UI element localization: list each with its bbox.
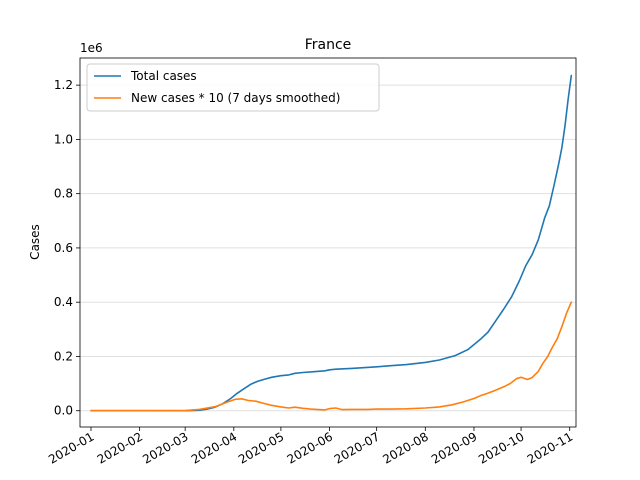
x-tick-label: 2020-05 — [236, 429, 286, 466]
y-tick-label: 1.0 — [54, 132, 73, 146]
gridlines — [80, 84, 576, 412]
series-line-new-cases — [90, 301, 573, 412]
y-tick-label: 0.0 — [54, 404, 73, 418]
series-lines — [90, 74, 573, 412]
chart-title: France — [305, 37, 352, 53]
x-tick-label: 2020-06 — [285, 429, 335, 466]
y-tick-label: 0.4 — [54, 295, 73, 309]
x-tick-label: 2020-10 — [476, 429, 526, 466]
y-axis-title: Cases — [28, 224, 42, 260]
y-tick-label: 0.2 — [54, 349, 73, 363]
y-tick-label: 0.6 — [54, 241, 73, 255]
y-tick-label: 0.8 — [54, 187, 73, 201]
x-tick-label: 2020-11 — [525, 429, 575, 466]
legend-label-new-cases: New cases * 10 (7 days smoothed) — [131, 91, 340, 105]
x-tick-label: 2020-08 — [380, 429, 430, 466]
axes: 0.00.20.40.60.81.01.22020-012020-022020-… — [46, 57, 577, 467]
x-tick-label: 2020-07 — [332, 429, 382, 466]
x-tick-label: 2020-02 — [95, 429, 145, 466]
x-tick-label: 2020-01 — [46, 429, 96, 466]
legend-frame — [86, 63, 380, 112]
x-tick-label: 2020-03 — [140, 429, 190, 466]
plot-frame — [79, 57, 577, 428]
y-tick-label: 1.2 — [54, 78, 73, 92]
y-axis-offset-label: 1e6 — [80, 41, 103, 55]
series-line-total-cases — [90, 74, 573, 412]
x-tick-label: 2020-04 — [189, 429, 239, 466]
legend-label-total-cases: Total cases — [130, 69, 197, 83]
x-tick-label: 2020-09 — [429, 429, 479, 466]
legend: Total cases New cases * 10 (7 days smoot… — [86, 63, 380, 112]
